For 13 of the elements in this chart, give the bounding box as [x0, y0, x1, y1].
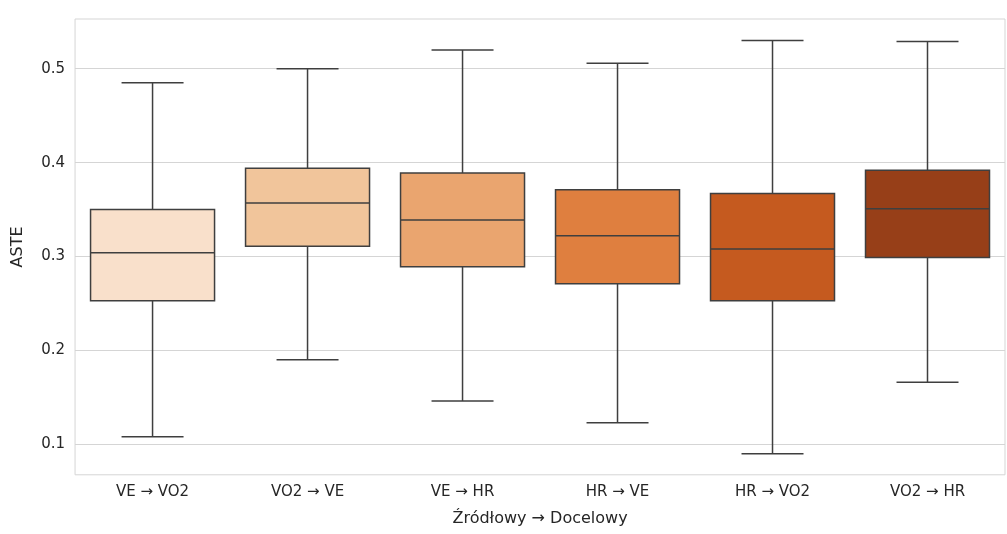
x-tick-label: HR → VO2: [734, 481, 811, 500]
y-axis-title: ASTE: [6, 226, 26, 268]
x-tick-label: VE → VO2: [115, 481, 190, 500]
x-tick-label: VO2 → VE: [270, 481, 345, 500]
x-tick-label: VO2 → HR: [889, 481, 966, 500]
x-axis-title: Źródłowy → Docelowy: [452, 507, 628, 527]
y-tick-label: 0.5: [41, 58, 66, 77]
y-tick-label: 0.1: [41, 434, 66, 453]
x-tick-label: HR → VE: [585, 481, 650, 500]
y-tick-label: 0.3: [41, 246, 66, 265]
x-tick-label: VE → HR: [430, 481, 495, 500]
y-tick-label: 0.4: [41, 152, 66, 171]
y-tick-label: 0.2: [41, 340, 66, 359]
